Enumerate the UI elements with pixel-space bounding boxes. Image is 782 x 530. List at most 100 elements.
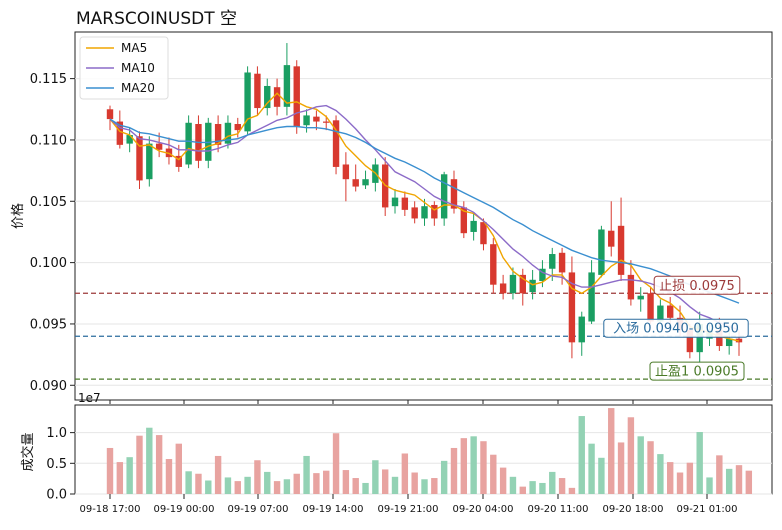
candle-body — [568, 272, 576, 343]
candle-body — [175, 155, 182, 167]
volume-bar — [480, 441, 487, 494]
candle-body — [401, 197, 409, 210]
candle-body — [509, 274, 517, 294]
x-axis: 09-18 17:00 09-19 00:00 09-19 07:00 09-19 1… — [79, 400, 738, 515]
volume-bar — [647, 441, 654, 494]
candle-body — [106, 109, 114, 120]
volume-bar — [116, 462, 124, 494]
candle-body — [293, 66, 300, 127]
volume-bar — [421, 479, 428, 494]
price-tick-label: 0.090 — [30, 379, 67, 394]
x-tick-label: 09-18 17:00 — [79, 504, 140, 515]
volume-bar — [608, 408, 615, 494]
candle-body — [214, 124, 222, 145]
volume-bar — [588, 443, 595, 494]
volume-bar — [155, 435, 163, 494]
volume-bar — [323, 470, 330, 494]
volume-bar — [372, 460, 379, 494]
price-tick-label: 0.110 — [30, 133, 67, 148]
volume-bar — [725, 468, 733, 494]
x-tick-label: 09-19 21:00 — [377, 504, 438, 515]
candle-body — [391, 197, 399, 207]
volume-bar — [254, 460, 261, 494]
volume-bar — [460, 438, 468, 494]
volume-bar — [273, 481, 281, 494]
candle-body — [657, 305, 664, 322]
level-label-box — [653, 275, 741, 295]
x-tick-label: 09-19 14:00 — [302, 504, 363, 515]
volume-bar — [509, 476, 517, 494]
x-tick-label: 09-19 00:00 — [153, 504, 214, 515]
volume-bar — [185, 471, 192, 494]
candle-body — [529, 279, 536, 293]
volume-bar — [293, 473, 300, 494]
x-tick-label: 09-19 07:00 — [227, 504, 288, 515]
level-label: 止盈1 0.0905 — [655, 365, 739, 380]
volume-bar — [657, 454, 664, 494]
candle-body — [480, 222, 487, 245]
candle-body — [116, 121, 124, 145]
candle-body — [470, 220, 477, 232]
volume-bar — [313, 473, 320, 494]
volume-bar — [470, 436, 477, 494]
candle-body — [627, 274, 635, 300]
volume-bar — [234, 481, 241, 494]
candle-body — [519, 274, 526, 294]
x-tick-label: 09-21 01:00 — [676, 504, 737, 515]
candle-body — [332, 120, 340, 167]
candle-body — [696, 323, 703, 353]
candle-body — [431, 204, 438, 219]
volume-bar — [175, 443, 182, 494]
x-tick-label: 09-20 18:00 — [602, 504, 663, 515]
volume-bar — [214, 455, 222, 494]
volume-bar — [264, 471, 271, 494]
candle-body — [440, 174, 448, 219]
candle-body — [637, 295, 644, 300]
candles — [106, 43, 743, 364]
candle-body — [155, 143, 163, 150]
volume-bar — [676, 472, 684, 494]
volume-tick-label: 0.5 — [46, 457, 67, 472]
candle-body — [342, 164, 350, 180]
level-labels: 止损 0.0975 入场 0.0940-0.0950 止盈1 0.0905 — [603, 275, 749, 381]
candle-body — [617, 225, 625, 275]
legend: MA5 MA10 MA20 — [79, 36, 169, 100]
candle-body — [716, 330, 723, 347]
candle-body — [264, 85, 271, 109]
volume-bar — [126, 457, 133, 494]
candle-body — [283, 65, 291, 107]
candle-body — [136, 136, 143, 181]
ma20-line — [109, 118, 740, 304]
candle-body — [578, 316, 585, 343]
candle-body — [362, 179, 369, 186]
candle-body — [146, 143, 153, 180]
volume-bar — [686, 462, 694, 494]
volume-bar — [283, 479, 291, 494]
candle-body — [411, 207, 418, 219]
candle-body — [647, 293, 654, 322]
volume-bar — [381, 469, 389, 494]
volume-y-axis: 0.0 0.5 1.0 — [46, 426, 75, 503]
candle-body — [303, 115, 310, 126]
volume-bar — [136, 435, 143, 494]
price-tick-label: 0.115 — [30, 72, 67, 87]
volume-bar — [352, 478, 359, 494]
candle-body — [352, 179, 359, 187]
volume-bar — [617, 442, 625, 494]
candle-body — [421, 206, 428, 219]
volume-bars — [106, 408, 753, 494]
candle-body — [323, 121, 330, 123]
legend-box — [79, 36, 169, 100]
legend-label-ma10: MA10 — [121, 61, 155, 75]
volume-bar — [549, 471, 556, 494]
candle-body — [460, 207, 468, 234]
volume-bar — [332, 433, 340, 494]
candle-body — [588, 272, 595, 322]
volume-bar — [637, 436, 644, 494]
volume-bar — [362, 482, 369, 494]
candle-body — [558, 252, 566, 273]
candle-body — [499, 283, 507, 294]
volume-bar — [598, 457, 605, 494]
candle-body — [608, 230, 615, 247]
